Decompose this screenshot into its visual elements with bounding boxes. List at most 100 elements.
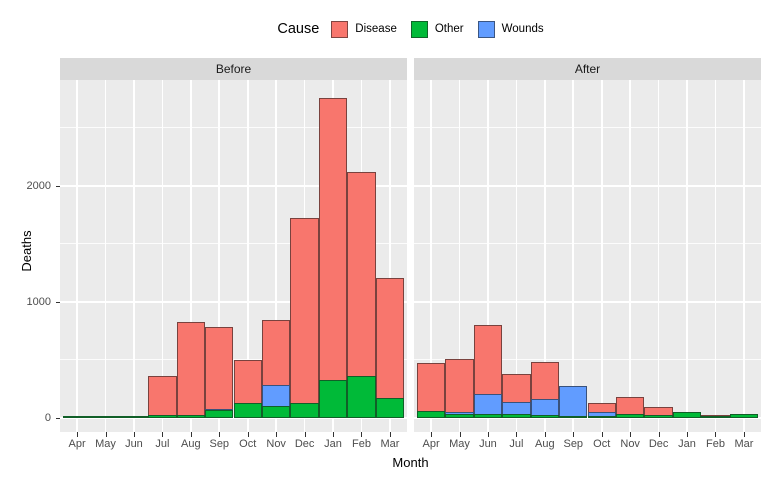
legend-label-wounds: Wounds xyxy=(501,23,544,35)
x-tick-mark xyxy=(573,432,575,437)
gridline-vertical xyxy=(133,80,135,432)
x-tick-mark xyxy=(333,432,335,437)
y-tick-mark xyxy=(55,186,60,187)
legend: Cause Disease Other Wounds xyxy=(60,0,761,58)
x-axis-after: Apr May Jun Jul Aug Sep Oct Nov Dec Jan Feb Mar xyxy=(414,432,761,454)
legend-label-other: Other xyxy=(434,23,464,35)
bar-other-oct xyxy=(233,403,262,418)
x-tick-label: Jun xyxy=(125,438,143,450)
bar-disease-apr xyxy=(416,362,446,418)
x-tick-mark xyxy=(487,432,489,437)
gridline-vertical xyxy=(657,80,660,432)
bar-other-nov xyxy=(261,405,291,418)
plot-area: Deaths 0 1000 2000 Before Apr May Jun Jul Aug S… xyxy=(0,58,768,454)
x-axis-before: Apr May Jun Jul Aug Sep Oct Nov Dec Jan Feb Mar xyxy=(60,432,407,454)
bar-other-may xyxy=(91,415,120,418)
facet-strip-label: After xyxy=(574,62,601,76)
x-tick-label: Oct xyxy=(593,438,611,450)
bar-other-jun xyxy=(473,414,503,418)
x-tick-label: Jun xyxy=(479,438,497,450)
x-tick-label: Aug xyxy=(535,438,555,450)
x-tick-mark xyxy=(658,432,660,437)
y-axis: Deaths 0 1000 2000 xyxy=(0,58,60,454)
gridline-vertical xyxy=(161,80,164,432)
bar-disease-mar xyxy=(375,278,405,418)
bar-other-oct xyxy=(587,415,616,418)
bar-disease-sep xyxy=(205,326,234,418)
bar-other-jan xyxy=(672,412,702,418)
x-tick-label: Apr xyxy=(422,438,440,450)
gridline-vertical xyxy=(190,80,192,432)
panel-before xyxy=(60,80,407,432)
x-tick-mark xyxy=(516,432,518,437)
gridline-vertical xyxy=(714,80,717,432)
bar-other-aug xyxy=(176,414,206,418)
x-tick-mark xyxy=(219,432,221,437)
wounds-swatch-icon xyxy=(477,20,495,38)
bar-other-jul xyxy=(502,414,531,418)
gridline-major xyxy=(60,417,407,419)
gridline-major xyxy=(414,417,761,419)
x-tick-mark xyxy=(361,432,363,437)
bar-other-apr xyxy=(416,411,446,418)
x-tick-label: May xyxy=(95,438,116,450)
legend-label-disease: Disease xyxy=(355,23,397,35)
gridline-vertical xyxy=(430,80,432,432)
bar-other-jan xyxy=(318,380,348,418)
bar-disease-aug xyxy=(176,321,206,418)
legend-title: Cause xyxy=(277,21,320,37)
x-tick-label: Sep xyxy=(209,438,230,450)
x-tick-label: Feb xyxy=(706,438,725,450)
bar-other-may xyxy=(445,413,474,418)
bar-other-feb xyxy=(701,415,730,418)
y-tick-mark xyxy=(55,417,60,419)
bar-other-jul xyxy=(148,415,177,418)
y-tick-mark xyxy=(55,301,60,303)
gridline-major xyxy=(60,185,407,187)
y-tick-label: 2000 xyxy=(26,180,51,192)
y-tick-label: 0 xyxy=(44,411,51,424)
gridline-major xyxy=(414,185,761,187)
x-tick-mark xyxy=(601,432,603,437)
x-tick-mark xyxy=(276,432,278,437)
x-tick-mark xyxy=(743,432,745,437)
x-tick-label: Jan xyxy=(678,438,696,450)
bar-wounds-sep xyxy=(559,385,588,418)
other-swatch-icon xyxy=(410,20,428,38)
bar-disease-dec xyxy=(290,217,319,418)
bar-other-feb xyxy=(347,376,376,418)
bar-disease-jul xyxy=(148,376,177,418)
x-tick-mark xyxy=(544,432,546,437)
x-tick-label: Apr xyxy=(68,438,86,450)
x-tick-mark xyxy=(431,432,433,437)
x-tick-mark xyxy=(77,432,79,437)
x-tick-label: Jul xyxy=(155,438,170,450)
gridline-major xyxy=(414,301,761,303)
legend-item-disease: Disease xyxy=(331,20,397,38)
gridline-vertical xyxy=(515,80,518,432)
bar-other-sep xyxy=(559,415,588,418)
gridline-vertical xyxy=(600,80,603,432)
gridline-minor xyxy=(60,243,407,244)
x-tick-label: Nov xyxy=(620,438,640,450)
bar-disease-may xyxy=(445,359,474,418)
x-tick-label: Aug xyxy=(181,438,201,450)
bar-other-mar xyxy=(375,398,405,418)
bar-other-jun xyxy=(119,415,149,418)
gridline-vertical xyxy=(275,80,277,432)
bar-other-dec xyxy=(290,402,319,418)
facet-before: Before Apr May Jun Jul Aug Sep Oct Nov Dec Jan Feb… xyxy=(60,58,407,454)
x-tick-mark xyxy=(162,432,164,437)
legend-item-other: Other xyxy=(410,20,464,38)
x-tick-label: May xyxy=(449,438,470,450)
gridline-vertical xyxy=(572,80,575,432)
bar-other-mar xyxy=(729,413,759,418)
x-tick-label: Mar xyxy=(734,438,754,450)
x-tick-mark xyxy=(687,432,689,437)
x-tick-label: Jul xyxy=(509,438,524,450)
x-axis-title-row: Month xyxy=(60,454,761,472)
x-tick-label: Feb xyxy=(352,438,371,450)
gridline-vertical xyxy=(76,80,78,432)
bar-other-nov xyxy=(615,414,645,418)
x-tick-mark xyxy=(389,432,391,437)
